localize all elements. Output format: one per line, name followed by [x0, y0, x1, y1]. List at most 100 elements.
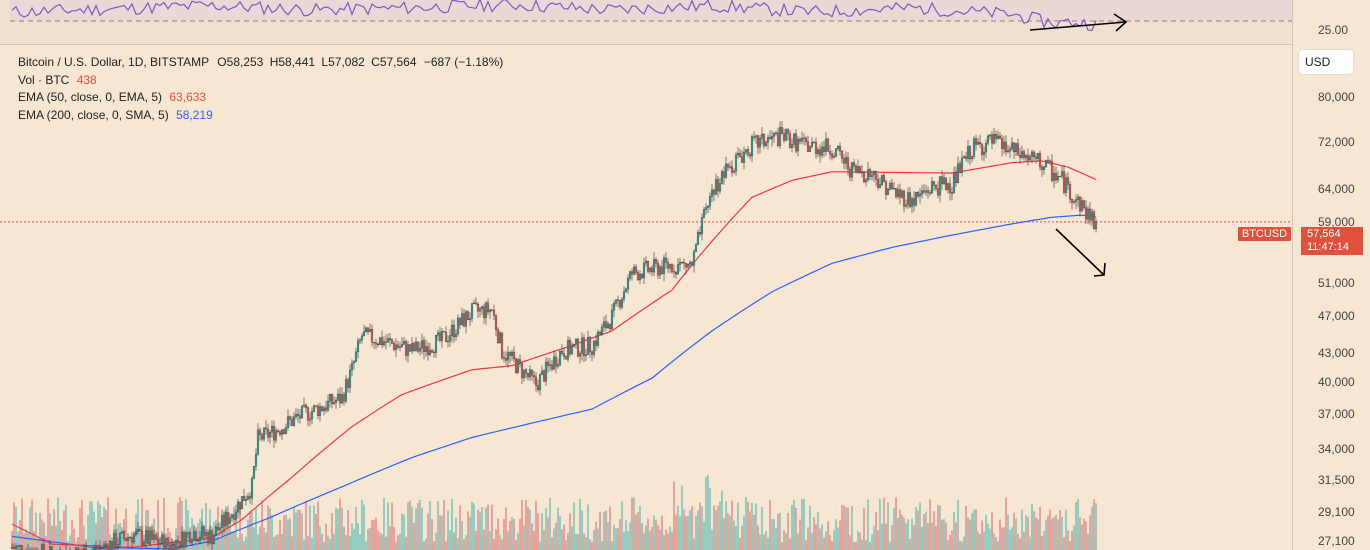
candle[interactable]	[82, 548, 86, 550]
candle[interactable]	[124, 538, 128, 541]
candle[interactable]	[1084, 207, 1088, 220]
candle[interactable]	[994, 134, 998, 139]
candle[interactable]	[246, 496, 250, 500]
candle[interactable]	[330, 394, 334, 404]
candle[interactable]	[366, 327, 370, 332]
candle[interactable]	[466, 311, 470, 321]
candle[interactable]	[178, 542, 182, 547]
candle[interactable]	[656, 262, 660, 276]
candle[interactable]	[142, 542, 146, 545]
candle[interactable]	[810, 142, 814, 147]
candle[interactable]	[446, 340, 450, 343]
candle[interactable]	[452, 324, 456, 338]
candle[interactable]	[732, 170, 736, 173]
candle[interactable]	[830, 153, 834, 158]
candle[interactable]	[982, 151, 986, 155]
candle[interactable]	[584, 354, 588, 357]
candle[interactable]	[812, 142, 816, 144]
candle[interactable]	[544, 361, 548, 382]
candle[interactable]	[230, 514, 234, 518]
candle[interactable]	[482, 306, 486, 318]
candle[interactable]	[900, 190, 904, 198]
candle[interactable]	[514, 358, 518, 373]
candle[interactable]	[978, 142, 982, 144]
candle[interactable]	[232, 514, 236, 520]
candle[interactable]	[704, 207, 708, 210]
candle[interactable]	[764, 141, 768, 147]
candle[interactable]	[774, 132, 778, 134]
candle[interactable]	[136, 528, 140, 532]
candle[interactable]	[1022, 151, 1026, 158]
candle[interactable]	[244, 499, 248, 501]
candle[interactable]	[726, 163, 730, 168]
candle[interactable]	[808, 146, 812, 152]
candle[interactable]	[1044, 160, 1048, 167]
candle[interactable]	[954, 172, 958, 183]
candle[interactable]	[428, 350, 432, 355]
candle[interactable]	[444, 331, 448, 342]
legend-volume-row[interactable]: Vol · BTC 438	[18, 72, 503, 90]
candle[interactable]	[960, 157, 964, 173]
candle[interactable]	[776, 132, 780, 146]
candle[interactable]	[614, 299, 618, 304]
candle[interactable]	[608, 323, 612, 330]
candle[interactable]	[648, 267, 652, 272]
candle[interactable]	[870, 174, 874, 177]
candle[interactable]	[624, 288, 628, 292]
candle[interactable]	[222, 515, 226, 526]
candle[interactable]	[512, 351, 516, 359]
candle[interactable]	[956, 163, 960, 183]
candle[interactable]	[1006, 150, 1010, 153]
candle[interactable]	[964, 156, 968, 159]
candle[interactable]	[822, 146, 826, 152]
candle[interactable]	[1054, 173, 1058, 181]
candle[interactable]	[396, 344, 400, 348]
candle[interactable]	[976, 142, 980, 145]
candle[interactable]	[576, 339, 580, 357]
candle[interactable]	[940, 176, 944, 184]
candle[interactable]	[184, 533, 188, 547]
candle[interactable]	[252, 466, 256, 479]
candle[interactable]	[1086, 208, 1090, 220]
candle[interactable]	[48, 546, 52, 550]
candle[interactable]	[216, 527, 220, 531]
candle[interactable]	[104, 543, 108, 547]
candle[interactable]	[108, 541, 112, 550]
candle[interactable]	[464, 311, 468, 327]
candle[interactable]	[436, 332, 440, 336]
candle[interactable]	[572, 344, 576, 347]
candle[interactable]	[924, 190, 928, 193]
candle[interactable]	[1026, 155, 1030, 161]
candle[interactable]	[794, 133, 798, 152]
candle[interactable]	[460, 313, 464, 326]
candle[interactable]	[612, 303, 616, 311]
candle[interactable]	[880, 175, 884, 185]
candle[interactable]	[778, 127, 782, 146]
candle[interactable]	[720, 171, 724, 184]
candle[interactable]	[962, 156, 966, 158]
candle[interactable]	[426, 346, 430, 355]
candle[interactable]	[638, 274, 642, 281]
candle[interactable]	[204, 532, 208, 536]
candle[interactable]	[780, 127, 784, 134]
candle[interactable]	[534, 376, 538, 386]
candle[interactable]	[570, 346, 574, 355]
candle[interactable]	[152, 534, 156, 540]
candle[interactable]	[890, 182, 894, 189]
candle[interactable]	[286, 416, 290, 428]
candle[interactable]	[1072, 201, 1076, 203]
candle[interactable]	[678, 262, 682, 265]
candle[interactable]	[492, 309, 496, 316]
candle[interactable]	[208, 530, 212, 544]
candle[interactable]	[200, 526, 204, 538]
candle[interactable]	[996, 135, 1000, 139]
candle[interactable]	[274, 430, 278, 441]
candle[interactable]	[438, 332, 442, 341]
candle[interactable]	[968, 146, 972, 160]
candle[interactable]	[658, 266, 662, 276]
candle[interactable]	[580, 337, 584, 354]
candle[interactable]	[260, 434, 264, 440]
candle[interactable]	[516, 359, 520, 373]
candle[interactable]	[164, 537, 168, 550]
candle[interactable]	[800, 138, 804, 142]
